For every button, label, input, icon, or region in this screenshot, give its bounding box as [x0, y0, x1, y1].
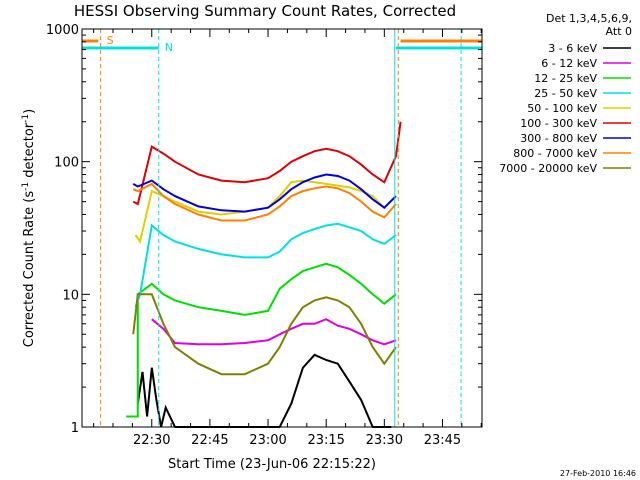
saa-marker-label: S [107, 34, 114, 47]
chart-title: HESSI Observing Summary Count Rates, Cor… [74, 2, 456, 20]
series-line-9 [132, 293, 397, 376]
legend-label-4: 25 - 50 keV [534, 87, 597, 100]
legend-header-line: Att 0 [606, 25, 632, 38]
series-line-2 [151, 318, 397, 346]
y-axis-label-superscript: -1 [21, 182, 31, 191]
y-tick-label: 10 [62, 288, 79, 303]
y-axis-label-part: ) [22, 109, 37, 114]
y-axis-label-superscript: -1 [21, 114, 31, 123]
legend-label-2: 6 - 12 keV [541, 57, 597, 70]
series-line-4 [134, 222, 397, 308]
y-tick-label: 100 [54, 156, 79, 171]
y-axis-label-part: Corrected Count Rate (s [22, 191, 37, 348]
x-tick-label: 22:30 [133, 433, 170, 448]
legend-label-8: 800 - 7000 keV [513, 147, 597, 160]
x-tick-label: 22:45 [191, 433, 228, 448]
series-line-7 [132, 173, 397, 213]
legend-label-7: 300 - 800 keV [520, 132, 597, 145]
series-line-3 [126, 262, 397, 418]
x-tick-label: 23:15 [307, 433, 344, 448]
series-line-8 [132, 182, 397, 222]
overlay-layer: SN [81, 29, 482, 427]
y-tick-label: 1000 [46, 23, 79, 38]
x-axis-label: Start Time (23-Jun-06 22:15:22) [168, 457, 376, 472]
plot-frame [81, 28, 483, 428]
y-tick-label: 1 [71, 421, 79, 436]
y-axis-ticks: 1 10 100 1000 [46, 23, 482, 436]
series-layer [126, 121, 402, 428]
legend-label-6: 100 - 300 keV [520, 117, 597, 130]
legend-label-1: 3 - 6 keV [548, 42, 597, 55]
legend-label-9: 7000 - 20000 keV [499, 162, 597, 175]
series-line-6 [132, 121, 402, 206]
legend-label-3: 12 - 25 keV [534, 72, 597, 85]
series-line-5 [134, 179, 397, 244]
legend: Det 1,3,4,5,6,9, Att 0 3 - 6 keV 6 - 12 k… [499, 12, 632, 175]
y-axis-label: Corrected Count Rate (s-1 detector-1) [21, 109, 37, 347]
x-tick-label: 23:00 [249, 433, 286, 448]
footer-timestamp: 27-Feb-2010 16:46 [560, 469, 636, 478]
x-axis-ticks: 22:30 22:45 23:00 23:15 23:30 23:45 [93, 29, 482, 448]
y-axis-label-part: detector [22, 122, 37, 182]
legend-label-5: 50 - 100 keV [527, 102, 597, 115]
x-tick-label: 23:45 [424, 433, 461, 448]
legend-header-line: Det 1,3,4,5,6,9, [546, 12, 632, 25]
x-tick-label: 23:30 [366, 433, 403, 448]
night-marker-label: N [165, 41, 173, 54]
